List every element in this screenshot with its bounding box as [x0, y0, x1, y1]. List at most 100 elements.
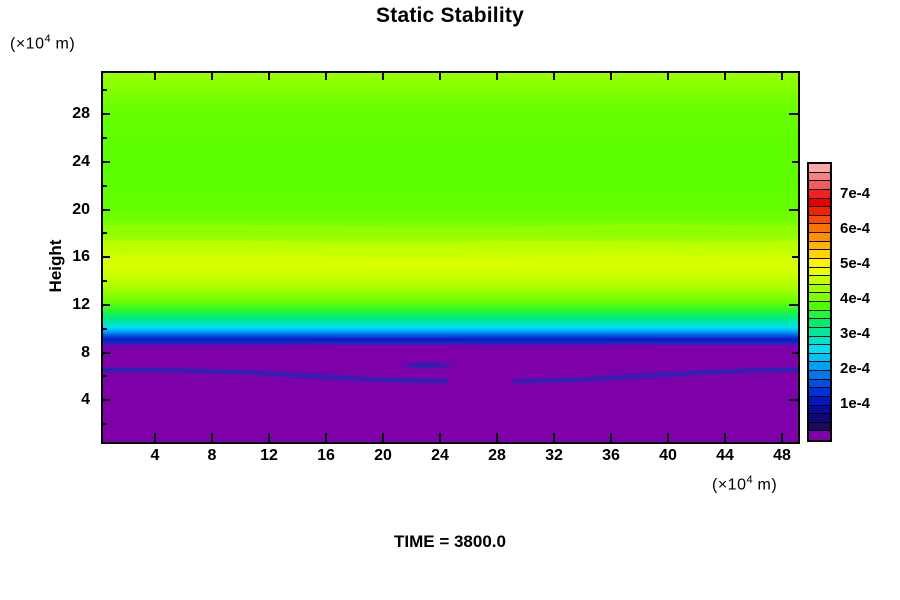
static-stability-field [103, 73, 798, 442]
x-tick-bottom-32 [553, 433, 555, 442]
y-tick-label-16: 16 [72, 248, 90, 265]
y-tick-minor-10 [101, 328, 107, 330]
colorbar-swatch-31 [809, 431, 830, 440]
x-tick-28 [496, 71, 498, 80]
colorbar-label-4e-4: 4e-4 [840, 290, 871, 307]
y-tick-4 [101, 399, 110, 401]
x-tick-bottom-44 [724, 433, 726, 442]
colorbar-swatch-4 [809, 198, 830, 208]
time-caption: TIME = 3800.0 [394, 532, 506, 551]
x-tick-12 [268, 71, 270, 80]
y-tick-8 [101, 352, 110, 354]
y-tick-minor-22 [101, 185, 107, 187]
x-tick-label-12: 12 [260, 447, 278, 464]
y-unit-exponent: 4 [44, 33, 51, 45]
y-tick-label-28: 28 [72, 105, 90, 122]
colorbar-swatch-16 [809, 302, 830, 311]
x-tick-label-24: 24 [431, 447, 449, 464]
colorbar-swatch-1 [809, 172, 830, 182]
x-tick-16 [325, 71, 327, 80]
colorbar-swatch-9 [809, 241, 830, 251]
colorbar-swatch-21 [809, 345, 830, 354]
x-tick-label-20: 20 [374, 447, 392, 464]
y-tick-right-minor-16 [792, 256, 798, 258]
y-tick-label-8: 8 [81, 344, 90, 361]
colorbar-swatch-17 [809, 310, 830, 320]
x-tick-24 [439, 71, 441, 80]
x-tick-bottom-48 [781, 433, 783, 442]
chart-title: Static Stability [376, 4, 524, 27]
colorbar-swatch-27 [809, 396, 830, 406]
x-tick-4 [154, 71, 156, 80]
colorbar-swatch-8 [809, 233, 830, 242]
x-tick-label-16: 16 [317, 447, 335, 464]
colorbar-swatch-10 [809, 250, 830, 259]
y-tick-minor-6 [101, 375, 107, 377]
colorbar-swatch-18 [809, 319, 830, 328]
colorbar-swatch-11 [809, 258, 830, 268]
colorbar [807, 162, 832, 442]
colorbar-label-7e-4: 7e-4 [840, 185, 871, 202]
y-tick-minor-14 [101, 280, 107, 282]
y-tick-right-4 [789, 399, 798, 401]
x-tick-label-36: 36 [602, 447, 620, 464]
x-unit-suffix: m) [752, 476, 778, 494]
colorbar-swatch-6 [809, 215, 830, 225]
y-tick-label-4: 4 [81, 391, 90, 408]
x-tick-label-8: 8 [207, 447, 217, 464]
y-tick-right-minor-24 [792, 161, 798, 163]
x-axis-unit-label: (×104 m) [712, 474, 777, 494]
colorbar-label-5e-4: 5e-4 [840, 255, 871, 272]
colorbar-swatch-12 [809, 267, 830, 277]
y-tick-label-24: 24 [72, 153, 90, 170]
stratification-layer [103, 73, 798, 442]
colorbar-swatch-15 [809, 293, 830, 302]
x-tick-bottom-28 [496, 433, 498, 442]
y-tick-label-12: 12 [72, 296, 90, 313]
x-tick-20 [382, 71, 384, 80]
colorbar-swatch-2 [809, 181, 830, 190]
y-axis-unit-label: (×104 m) [10, 33, 75, 53]
colorbar-swatch-3 [809, 189, 830, 199]
y-tick-right-20 [789, 209, 798, 211]
x-tick-32 [553, 71, 555, 80]
colorbar-swatch-28 [809, 405, 830, 415]
colorbar-label-3e-4: 3e-4 [840, 325, 871, 342]
colorbar-label-2e-4: 2e-4 [840, 360, 871, 377]
colorbar-swatch-22 [809, 353, 830, 363]
x-unit-exponent: 4 [746, 474, 753, 486]
colorbar-swatch-5 [809, 207, 830, 216]
y-tick-minor-26 [101, 137, 107, 139]
x-tick-bottom-16 [325, 433, 327, 442]
y-tick-label-20: 20 [72, 201, 90, 218]
x-tick-48 [781, 71, 783, 80]
colorbar-swatch-24 [809, 371, 830, 380]
x-tick-bottom-36 [610, 433, 612, 442]
x-tick-bottom-8 [211, 433, 213, 442]
y-tick-right-12 [789, 304, 798, 306]
x-tick-label-40: 40 [659, 447, 677, 464]
x-tick-bottom-12 [268, 433, 270, 442]
x-tick-label-32: 32 [545, 447, 563, 464]
y-tick-right-28 [789, 113, 798, 115]
colorbar-swatch-14 [809, 284, 830, 294]
colorbar-swatch-13 [809, 276, 830, 285]
x-tick-8 [211, 71, 213, 80]
x-tick-label-48: 48 [773, 447, 791, 464]
x-tick-label-44: 44 [716, 447, 734, 464]
colorbar-label-1e-4: 1e-4 [840, 395, 871, 412]
detached-lens-blob [401, 362, 453, 368]
y-tick-28 [101, 113, 110, 115]
x-tick-bottom-24 [439, 433, 441, 442]
y-unit-prefix: (×10 [10, 35, 45, 53]
colorbar-swatch-0 [809, 164, 830, 173]
x-tick-40 [667, 71, 669, 80]
y-tick-minor-2 [101, 423, 107, 425]
colorbar-swatch-7 [809, 224, 830, 233]
y-tick-12 [101, 304, 110, 306]
x-tick-label-4: 4 [150, 447, 160, 464]
y-tick-24 [101, 161, 110, 163]
colorbar-swatch-20 [809, 336, 830, 346]
colorbar-swatch-30 [809, 422, 830, 432]
colorbar-swatch-23 [809, 362, 830, 371]
